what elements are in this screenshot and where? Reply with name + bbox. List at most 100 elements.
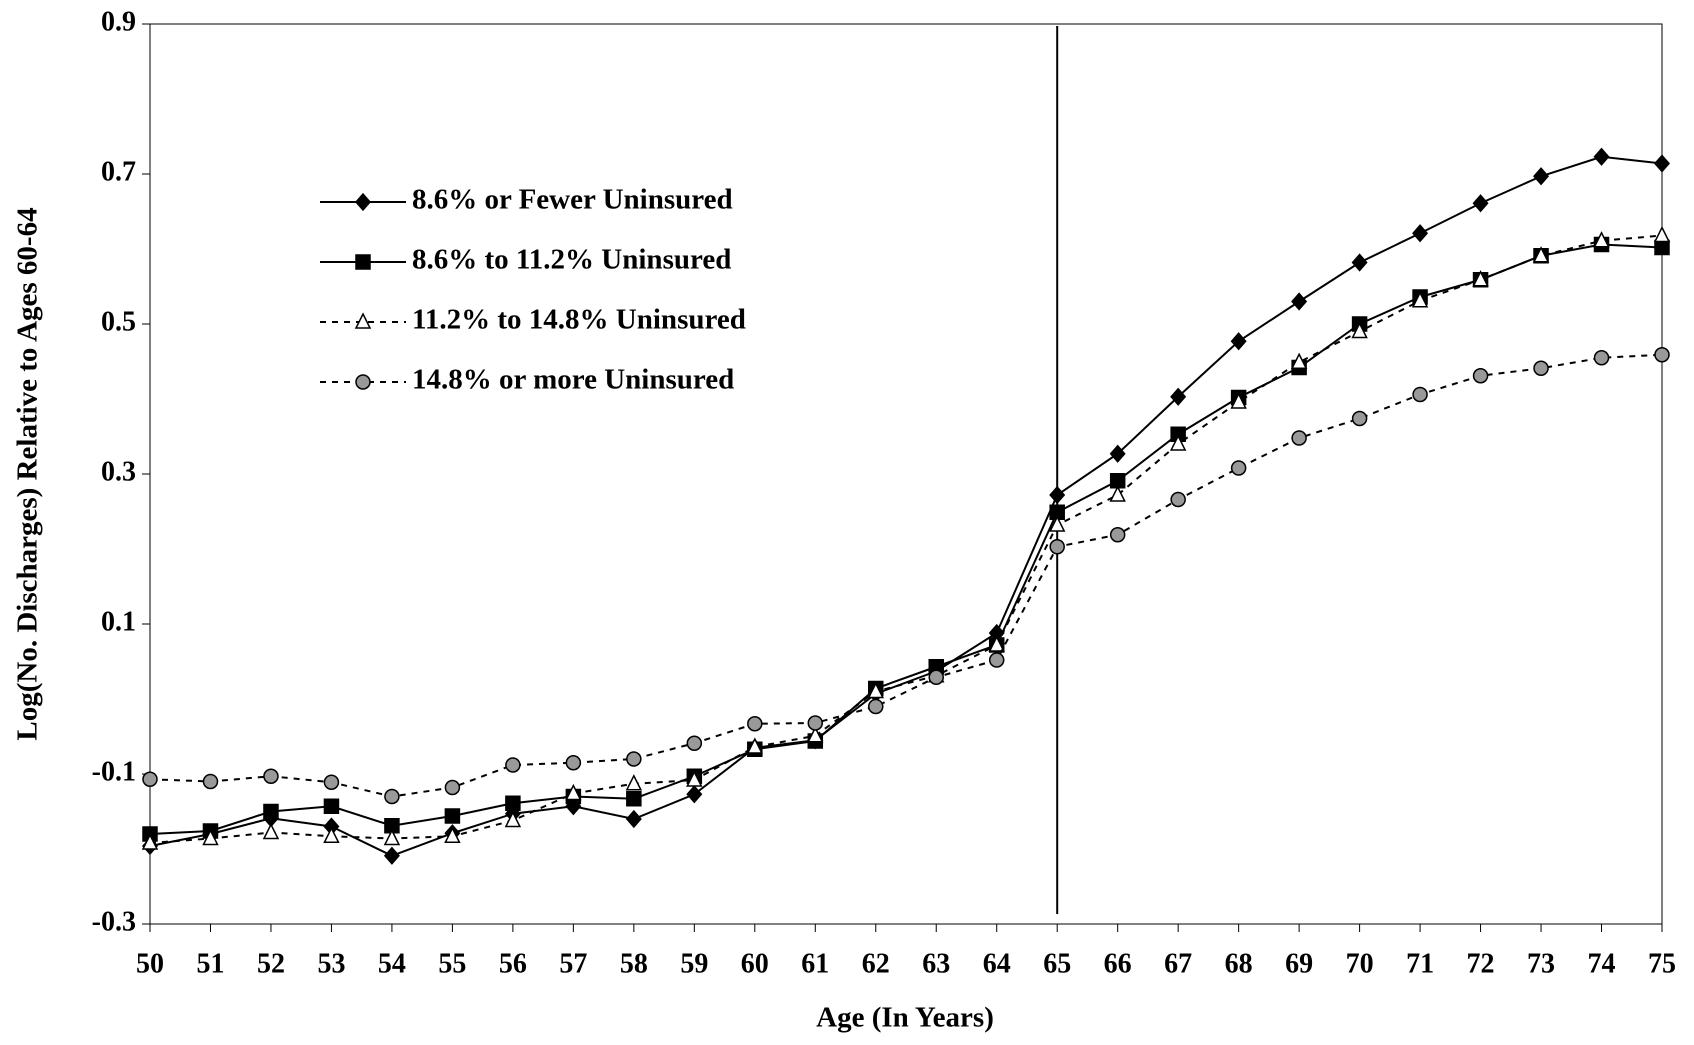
- y-tick-label: -0.3: [92, 906, 136, 937]
- data-point: [1291, 292, 1308, 311]
- legend-marker: [355, 254, 371, 270]
- legend-label: 11.2% to 14.8% Uninsured: [412, 304, 746, 336]
- data-point: [1593, 350, 1610, 366]
- x-tick-label: 70: [1346, 948, 1374, 979]
- x-tick-label: 51: [196, 948, 224, 979]
- data-point: [1654, 154, 1670, 173]
- y-tick-label: 0.3: [101, 456, 136, 487]
- x-tick-label: 52: [257, 948, 285, 979]
- data-point: [988, 652, 1005, 668]
- data-point: [1472, 270, 1489, 287]
- data-point: [1411, 291, 1429, 308]
- data-point: [1049, 485, 1066, 505]
- x-tick-label: 62: [862, 948, 890, 979]
- x-tick-label: 60: [741, 948, 769, 979]
- data-point: [1169, 434, 1187, 451]
- x-tick-label: 69: [1285, 948, 1313, 979]
- data-point: [142, 771, 158, 787]
- y-tick-label: 0.5: [101, 306, 136, 337]
- data-point: [1412, 386, 1428, 403]
- data-point: [807, 715, 824, 731]
- y-axis-title: Log(No. Discharges) Relative to Ages 60-…: [12, 207, 44, 740]
- data-point: [1593, 147, 1610, 166]
- legend-marker: [355, 192, 371, 212]
- data-point: [384, 788, 400, 805]
- x-tick-label: 54: [378, 948, 406, 979]
- x-tick-label: 61: [801, 948, 829, 979]
- data-point: [565, 783, 582, 801]
- x-tick-label: 73: [1527, 948, 1555, 979]
- data-point: [1472, 368, 1489, 384]
- legend-label: 8.6% or Fewer Uninsured: [412, 184, 733, 216]
- series-line: [149, 155, 1663, 857]
- x-tick-label: 50: [136, 948, 164, 979]
- data-point: [504, 810, 522, 828]
- data-point: [1049, 539, 1065, 555]
- x-tick-label: 56: [499, 948, 527, 979]
- data-point: [1472, 194, 1489, 213]
- data-point: [1654, 347, 1670, 363]
- data-point: [1290, 352, 1308, 369]
- data-point: [1109, 527, 1126, 543]
- data-point: [1170, 387, 1187, 406]
- data-point: [444, 826, 461, 843]
- series-line: [149, 243, 1663, 835]
- data-point: [202, 773, 219, 790]
- legend-marker: [355, 374, 371, 390]
- data-point: [141, 833, 159, 850]
- data-point: [383, 828, 401, 846]
- data-point: [1291, 430, 1307, 446]
- data-point: [1351, 253, 1368, 272]
- data-point: [625, 809, 642, 829]
- x-tick-label: 71: [1406, 948, 1434, 979]
- data-point: [807, 726, 824, 743]
- data-point: [1593, 231, 1610, 248]
- x-tick-label: 67: [1164, 948, 1192, 979]
- data-point: [746, 737, 764, 754]
- x-tick-label: 75: [1648, 948, 1676, 979]
- data-point: [383, 846, 400, 865]
- y-tick-label: 0.1: [101, 606, 136, 637]
- x-tick-label: 66: [1104, 948, 1132, 979]
- data-point: [626, 751, 642, 767]
- x-tick-label: 55: [438, 948, 466, 979]
- series-line: [149, 234, 1663, 844]
- data-point: [1412, 224, 1429, 243]
- x-tick-label: 63: [922, 948, 950, 979]
- data-point: [1351, 321, 1368, 339]
- y-tick-label: 0.9: [101, 6, 136, 37]
- data-point: [686, 770, 703, 787]
- x-tick-label: 57: [559, 948, 587, 979]
- series-line: [149, 353, 1663, 798]
- data-point: [323, 774, 340, 790]
- legend-label: 8.6% to 11.2% Uninsured: [412, 244, 731, 276]
- x-tick-label: 68: [1225, 948, 1253, 979]
- data-point: [1048, 515, 1066, 532]
- data-point: [323, 826, 340, 843]
- data-point: [928, 669, 944, 685]
- x-axis-title: Age (In Years): [816, 1002, 994, 1034]
- y-tick-label: -0.1: [92, 756, 136, 787]
- data-point: [988, 635, 1005, 652]
- legend-marker: [354, 312, 372, 329]
- data-point: [625, 774, 643, 791]
- data-point: [1230, 332, 1247, 351]
- data-point: [505, 795, 521, 811]
- data-point: [1532, 246, 1550, 263]
- x-tick-label: 53: [317, 948, 345, 979]
- data-point: [1230, 460, 1247, 476]
- data-point: [565, 755, 582, 771]
- data-point: [1533, 360, 1549, 376]
- data-point: [263, 803, 279, 820]
- y-tick-label: 0.7: [101, 156, 136, 187]
- legend-label: 14.8% or more Uninsured: [412, 364, 734, 396]
- data-point: [867, 681, 884, 699]
- plot-frame: [149, 23, 1663, 925]
- data-point: [444, 808, 461, 824]
- data-point: [868, 698, 884, 715]
- data-point: [1230, 392, 1247, 409]
- data-point: [686, 785, 703, 804]
- data-point: [1533, 167, 1550, 186]
- data-point: [444, 779, 461, 796]
